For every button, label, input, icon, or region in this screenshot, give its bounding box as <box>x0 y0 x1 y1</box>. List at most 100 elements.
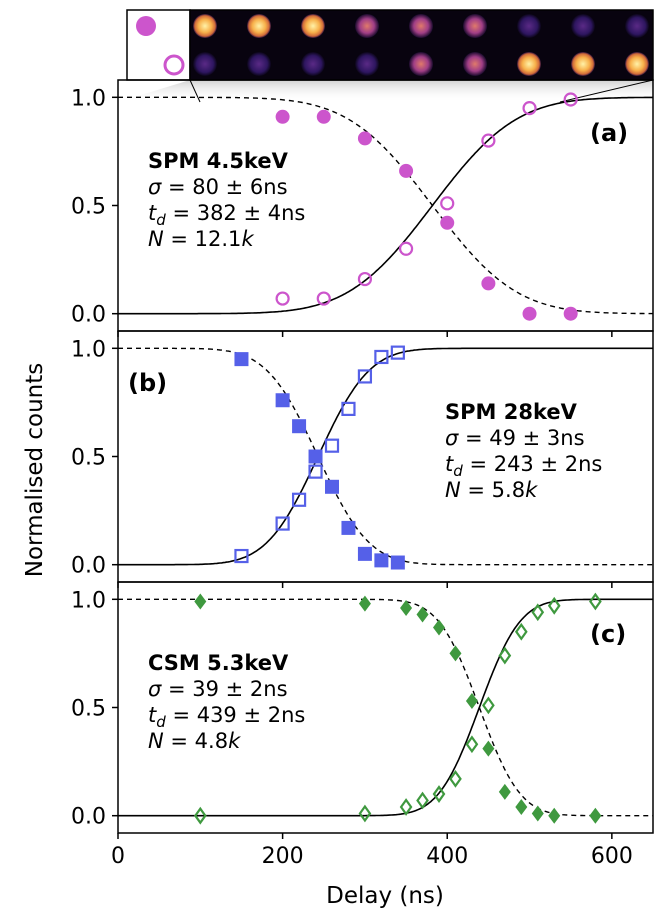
filled-circle-marker <box>316 109 331 124</box>
inset-spot-top <box>409 14 433 38</box>
filled-diamond-marker <box>515 799 528 816</box>
annotation-td: td = 243 ± 2ns <box>445 452 602 480</box>
y-tick-label: 0.0 <box>71 805 106 830</box>
open-circle-marker <box>440 196 455 211</box>
td-subscript: d <box>156 713 166 731</box>
td-value: = 439 ± 2ns <box>166 703 306 727</box>
open-square-marker <box>390 345 405 360</box>
td-symbol: t <box>445 452 454 476</box>
open-diamond-marker <box>399 798 413 816</box>
filled-diamond-marker <box>358 595 371 612</box>
filled-diamond-marker <box>194 593 207 610</box>
filled-square-marker <box>325 479 339 494</box>
sigma-value: = 49 ± 3ns <box>458 426 584 450</box>
td-value: = 243 ± 2ns <box>463 452 603 476</box>
filled-circle-marker <box>481 276 496 291</box>
inset-spot-top <box>301 14 325 38</box>
y-tick-label: 0.0 <box>71 554 106 579</box>
y-tick-label: 1.0 <box>71 588 106 613</box>
sigma-value: = 39 ± 2ns <box>161 677 287 701</box>
inset-image <box>118 9 654 103</box>
annotation-title: SPM 4.5keV <box>148 149 289 173</box>
filled-circle-marker-icon <box>136 16 156 36</box>
panel-label: (a) <box>590 119 628 147</box>
panel-label: (c) <box>590 620 626 648</box>
open-square-marker <box>357 369 373 384</box>
filled-square-marker <box>374 553 389 568</box>
x-tick-label: 200 <box>262 844 304 869</box>
filled-diamond-marker <box>531 805 544 822</box>
open-circle-marker <box>357 271 373 287</box>
inset-spot-top <box>517 14 541 38</box>
y-tick-label: 0.0 <box>71 303 106 328</box>
open-circle-marker <box>398 241 414 256</box>
open-diamond-marker <box>514 622 528 641</box>
open-diamond-marker <box>531 603 545 622</box>
n-value: = 4.8 <box>164 729 228 753</box>
annotation-sigma: σ = 80 ± 6ns <box>148 175 288 199</box>
sigma-symbol: σ <box>148 677 162 701</box>
inset-spot-top <box>355 14 379 38</box>
annotation-td: td = 439 ± 2ns <box>148 703 305 731</box>
open-diamond-marker <box>432 785 446 803</box>
annotation-n: N = 12.1k <box>148 227 254 251</box>
annotation-title: SPM 28keV <box>445 400 578 424</box>
inset-zoom-fan <box>118 80 653 102</box>
open-square-marker <box>308 464 323 479</box>
open-diamond-marker <box>465 735 479 754</box>
fit-curve-rising <box>118 347 653 566</box>
filled-circle-marker <box>563 306 578 321</box>
filled-square-marker <box>308 449 323 464</box>
inset-spot-top <box>571 14 595 38</box>
td-value: = 382 ± 4ns <box>166 201 306 225</box>
inset-spot-bottom <box>517 52 541 76</box>
filled-circle-marker <box>399 163 414 178</box>
annotation-sigma: σ = 49 ± 3ns <box>445 426 585 450</box>
filled-diamond-marker <box>400 599 413 616</box>
inset-spot-bottom <box>193 52 217 76</box>
y-axis-title: Normalised counts <box>22 363 48 578</box>
inset-spot-bottom <box>463 52 487 76</box>
filled-circle-marker <box>357 131 372 146</box>
filled-diamond-marker <box>449 645 462 662</box>
open-diamond-marker <box>193 806 207 825</box>
open-circle-marker <box>275 291 290 306</box>
fit-curve-rising <box>118 598 653 817</box>
sigma-symbol: σ <box>148 175 162 199</box>
open-square-marker <box>341 401 356 416</box>
n-value: = 5.8 <box>461 478 525 502</box>
fit-curve-falling <box>118 598 653 817</box>
inset-spot-bottom <box>409 52 433 76</box>
open-circle-marker-icon <box>163 54 185 76</box>
open-square-marker <box>324 438 340 453</box>
y-tick-label: 0.5 <box>71 446 106 471</box>
sigma-symbol: σ <box>445 426 459 450</box>
open-circle-marker <box>522 101 537 116</box>
td-subscript: d <box>453 462 463 480</box>
filled-square-marker <box>275 393 290 408</box>
filled-diamond-marker <box>482 740 495 757</box>
open-diamond-marker <box>482 696 495 715</box>
open-square-marker <box>374 349 389 365</box>
inset-spot-bottom <box>355 52 379 76</box>
inset-spot-bottom <box>247 52 271 76</box>
x-axis-title: Delay (ns) <box>326 883 444 909</box>
open-diamond-marker <box>589 592 602 611</box>
filled-square-marker <box>341 520 356 535</box>
filled-square-marker <box>292 419 307 434</box>
open-circle-marker <box>563 92 578 107</box>
y-tick-label: 1.0 <box>71 337 106 362</box>
open-square-marker <box>275 516 290 531</box>
filled-diamond-marker <box>465 693 478 710</box>
n-symbol: N <box>148 227 164 251</box>
td-symbol: t <box>148 703 157 727</box>
n-symbol: N <box>445 478 461 502</box>
inset-spot-bottom <box>571 52 595 76</box>
n-unit: k <box>525 478 538 502</box>
inset-spot-top <box>247 14 271 38</box>
open-diamond-marker <box>449 770 462 788</box>
filled-diamond-marker <box>548 807 561 824</box>
